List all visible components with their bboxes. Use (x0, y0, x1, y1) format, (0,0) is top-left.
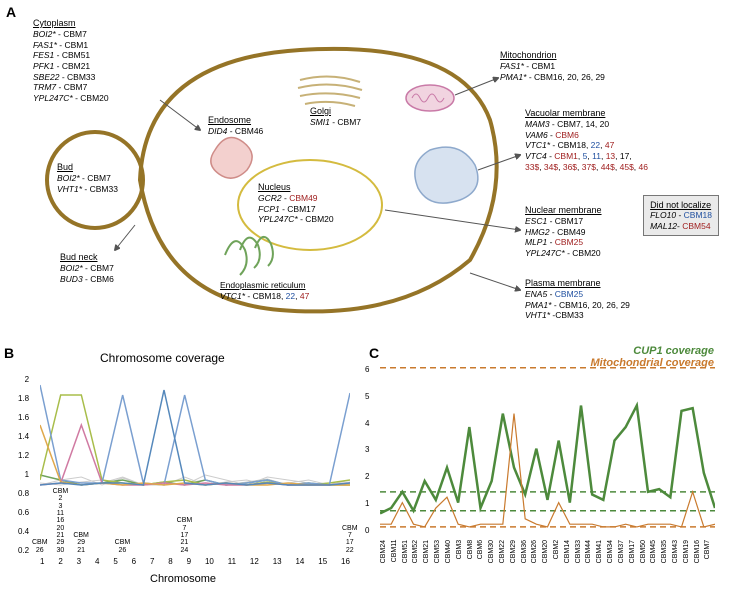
panel-c-label: C (369, 345, 379, 361)
region-nucleus: Nucleus GCR2 - CBM49FCP1 - CBM17YPL247C*… (258, 182, 334, 225)
chart-b-xlabel: Chromosome (150, 573, 216, 585)
chart-c-plot (380, 365, 715, 535)
chart-b-xaxis: 12345678910111213141516 (40, 557, 350, 566)
region-er: Endoplasmic reticulum VTC1* - CBM18, 22,… (220, 280, 340, 302)
region-endosome: Endosome DID4 - CBM46 (208, 115, 263, 137)
region-title: Cytoplasm (33, 18, 109, 28)
region-bud: Bud BOI2* - CBM7VHT1* - CBM33 (57, 162, 118, 194)
region-plasmem: Plasma membrane ENA5 - CBM25PMA1* - CBM1… (525, 278, 630, 321)
chart-c-xaxis: CBM24CBM11CBM51CBM52CBM21CBM53CBM40CBM3C… (380, 540, 715, 563)
did-not-localize-box: Did not localize FLO10 - CBM18MAL12- CBM… (643, 195, 719, 236)
region-budneck: Bud neck BOI2* - CBM7BUD3 - CBM6 (60, 252, 114, 284)
chart-b-yaxis: 21.81.61.41.210.80.60.40.2 (18, 375, 29, 555)
region-cytoplasm: Cytoplasm BOI2* - CBM7FAS1* - CBM1FES1 -… (33, 18, 109, 103)
region-golgi: Golgi SMI1 - CBM7 (310, 106, 361, 128)
chart-b-title: Chromosome coverage (100, 351, 225, 365)
region-vacmem: Vacuolar membrane MAM3 - CBM7, 14, 20VAM… (525, 108, 648, 172)
panel-b-label: B (4, 345, 14, 361)
chart-c-yaxis: 6543210 (365, 365, 369, 535)
region-cytoplasm-items: BOI2* - CBM7FAS1* - CBM1FES1 - CBM51PFK1… (33, 29, 109, 103)
region-nucmem: Nuclear membrane ESC1 - CBM17HMG2 - CBM4… (525, 205, 602, 259)
region-mito: Mitochondrion FAS1* - CBM1PMA1* - CBM16,… (500, 50, 605, 82)
chart-b-plot (40, 375, 350, 555)
